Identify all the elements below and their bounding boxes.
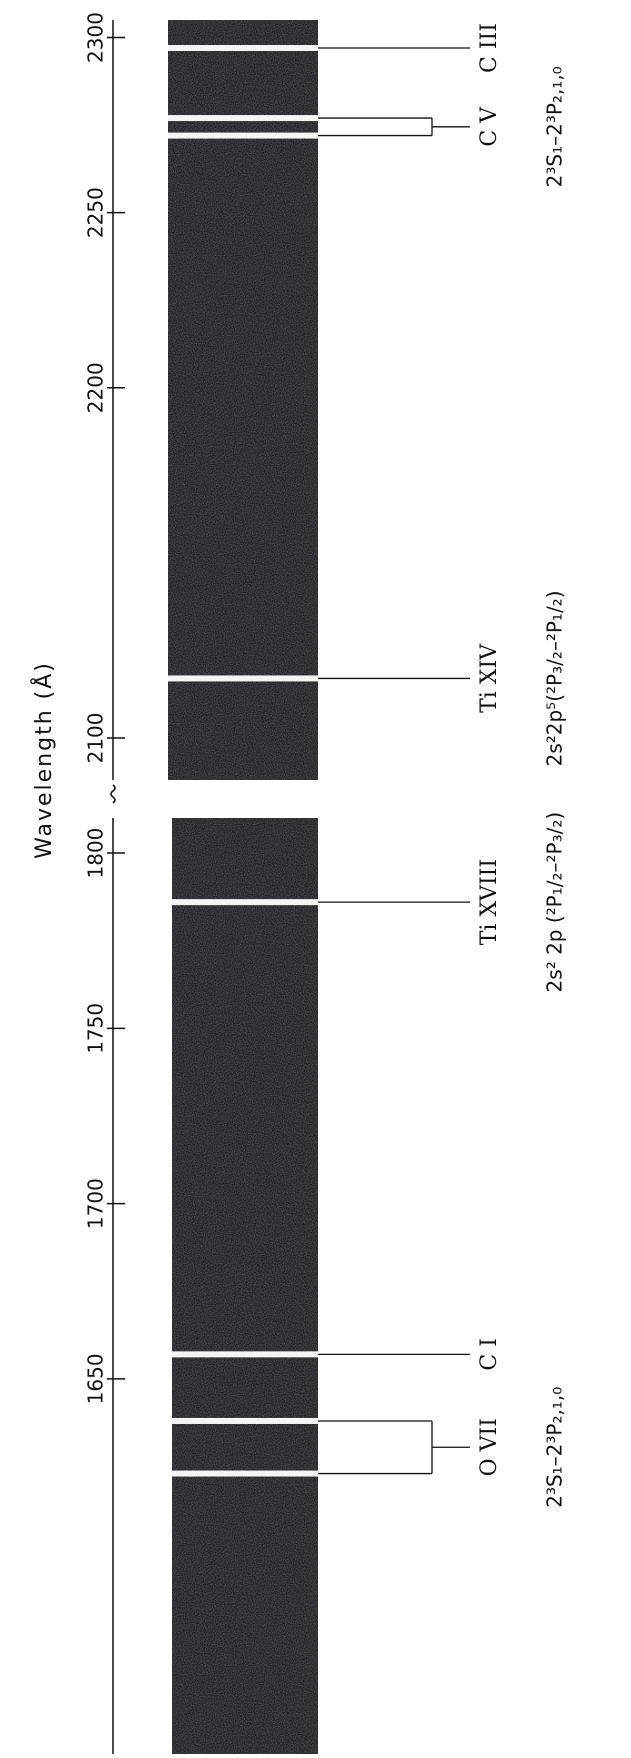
- spectral-line: [168, 115, 318, 121]
- ion-label: C III: [477, 23, 502, 73]
- ion-label: C I: [477, 1338, 502, 1371]
- spectral-line: [168, 133, 318, 139]
- transition-label: 2³S₁–2³P₂,₁,₀: [543, 66, 567, 187]
- tick-label: 2250: [84, 187, 108, 238]
- ion-label: Ti XIV: [477, 643, 502, 713]
- spectral-line: [172, 899, 318, 905]
- spectral-line: [168, 675, 318, 681]
- axis-title: Wavelength (Å): [30, 661, 57, 859]
- spectral-line: [172, 1471, 318, 1477]
- tick-label: 1800: [84, 828, 108, 879]
- ion-label: Ti XVIII: [477, 859, 502, 945]
- tick-label: 1750: [84, 1003, 108, 1054]
- tick-label: 2300: [84, 12, 108, 63]
- transition-label: 2s²2p⁵(²P₃/₂–²P₁/₂): [543, 590, 567, 766]
- tick-label: 1700: [84, 1178, 108, 1229]
- ion-label: C V: [477, 106, 502, 147]
- figure: Wavelength (Å) 1650 1700 1750 1800 2100 2200 2…: [0, 0, 631, 1754]
- axis-break: [111, 785, 115, 803]
- tick-label: 1650: [84, 1353, 108, 1404]
- spectral-line: [172, 1351, 318, 1357]
- spectral-line: [172, 1418, 318, 1424]
- tick-label: 2100: [84, 713, 108, 764]
- plate-grain: [172, 818, 318, 1754]
- transition-label: 2s² 2p (²P₁/₂–²P₃/₂): [543, 812, 567, 993]
- ion-label: O VII: [477, 1418, 502, 1476]
- spectral-line: [168, 45, 318, 51]
- tick-label: 2200: [84, 362, 108, 413]
- transition-label: 2³S₁–2³P₂,₁,₀: [543, 1387, 567, 1508]
